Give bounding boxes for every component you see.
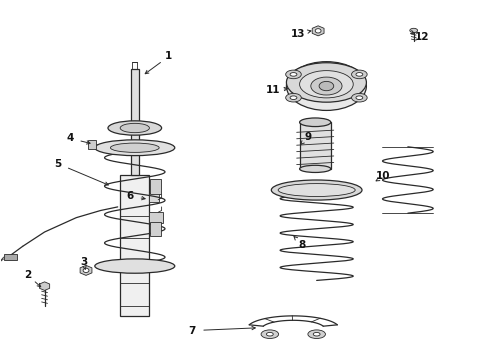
Ellipse shape — [289, 73, 296, 76]
Text: 5: 5 — [55, 159, 61, 169]
Text: 12: 12 — [414, 32, 429, 41]
Ellipse shape — [313, 332, 320, 336]
Text: 8: 8 — [298, 239, 305, 249]
Text: 10: 10 — [375, 171, 390, 181]
Ellipse shape — [261, 330, 278, 338]
Ellipse shape — [289, 96, 296, 99]
Ellipse shape — [355, 96, 362, 99]
Bar — [150, 179, 161, 194]
Ellipse shape — [286, 62, 366, 111]
Ellipse shape — [351, 70, 366, 79]
Bar — [3, 254, 17, 260]
Bar — [149, 212, 163, 223]
Ellipse shape — [110, 143, 159, 152]
Ellipse shape — [307, 330, 325, 338]
Text: 13: 13 — [290, 29, 305, 39]
Ellipse shape — [310, 77, 341, 95]
Ellipse shape — [315, 29, 321, 33]
Ellipse shape — [278, 184, 354, 197]
Ellipse shape — [83, 268, 89, 273]
Bar — [149, 193, 159, 202]
Text: 1: 1 — [165, 51, 172, 61]
Polygon shape — [311, 26, 324, 36]
Ellipse shape — [120, 123, 149, 133]
Ellipse shape — [319, 81, 333, 91]
Ellipse shape — [299, 165, 330, 172]
Ellipse shape — [286, 63, 366, 102]
Text: 7: 7 — [188, 325, 196, 336]
Ellipse shape — [299, 71, 352, 98]
Text: 9: 9 — [304, 132, 311, 142]
Ellipse shape — [351, 93, 366, 102]
Bar — [299, 122, 330, 169]
Ellipse shape — [285, 70, 301, 79]
Bar — [131, 69, 139, 175]
Ellipse shape — [409, 28, 417, 33]
Text: 3: 3 — [80, 257, 87, 267]
Ellipse shape — [299, 118, 330, 127]
Ellipse shape — [266, 332, 273, 336]
Polygon shape — [40, 282, 50, 291]
Ellipse shape — [95, 259, 174, 273]
Bar — [150, 222, 161, 235]
Ellipse shape — [355, 73, 362, 76]
Polygon shape — [80, 265, 92, 275]
Ellipse shape — [285, 93, 301, 102]
Text: 6: 6 — [126, 191, 133, 201]
Text: 4: 4 — [66, 134, 74, 143]
Text: 2: 2 — [24, 270, 31, 280]
Ellipse shape — [108, 121, 161, 135]
Ellipse shape — [271, 180, 361, 200]
Bar — [88, 140, 96, 149]
Text: 11: 11 — [265, 85, 280, 95]
Bar — [120, 175, 149, 316]
Ellipse shape — [95, 140, 174, 156]
